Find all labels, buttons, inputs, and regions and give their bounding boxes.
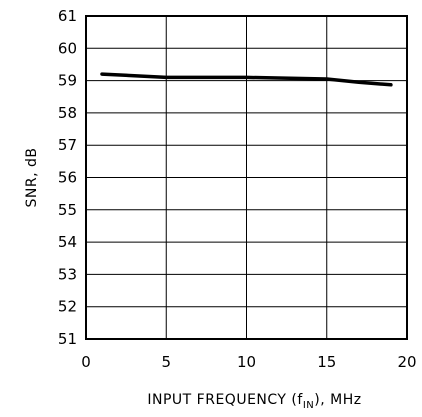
x-tick-label: 5 (161, 353, 171, 371)
y-tick-label: 59 (58, 72, 77, 90)
grid (86, 16, 407, 339)
x-tick-label: 20 (397, 353, 416, 371)
x-axis-label-unit: ), MHz (314, 392, 361, 408)
y-tick-label: 60 (58, 39, 77, 57)
y-tick-label: 57 (58, 136, 77, 154)
y-tick-label: 54 (58, 233, 77, 251)
y-tick-label: 55 (58, 201, 77, 219)
x-tick-labels: 0 5 10 15 20 (81, 353, 416, 371)
x-axis-label: INPUT FREQUENCY (fIN), MHz (147, 392, 361, 411)
x-tick-label: 10 (237, 353, 256, 371)
y-tick-labels: 51 52 53 54 55 56 57 58 59 60 61 (58, 7, 77, 348)
y-axis-label: SNR, dB (24, 148, 40, 208)
y-tick-label: 51 (58, 330, 77, 348)
y-tick-label: 56 (58, 169, 77, 187)
plot-frame (85, 15, 408, 340)
y-tick-label: 58 (58, 104, 77, 122)
x-axis-label-subscript: IN (303, 400, 314, 411)
y-tick-label: 53 (58, 265, 77, 283)
series-line-0 (100, 72, 393, 87)
y-tick-label: 61 (58, 7, 77, 25)
x-tick-label: 0 (81, 353, 91, 371)
x-tick-label: 15 (317, 353, 336, 371)
series-layer (100, 72, 393, 87)
x-axis-label-main: INPUT FREQUENCY (f (147, 392, 303, 408)
y-tick-label: 52 (58, 298, 77, 316)
